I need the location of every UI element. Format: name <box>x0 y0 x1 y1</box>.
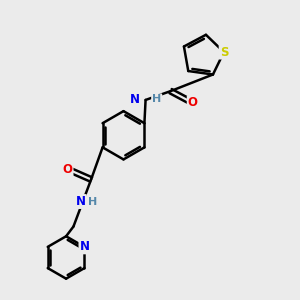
Text: H: H <box>88 196 97 206</box>
Text: N: N <box>80 240 89 254</box>
Text: S: S <box>220 46 228 59</box>
Text: N: N <box>130 93 140 106</box>
Text: O: O <box>63 163 73 176</box>
Text: O: O <box>188 96 198 110</box>
Text: H: H <box>152 94 161 104</box>
Text: N: N <box>76 195 86 208</box>
